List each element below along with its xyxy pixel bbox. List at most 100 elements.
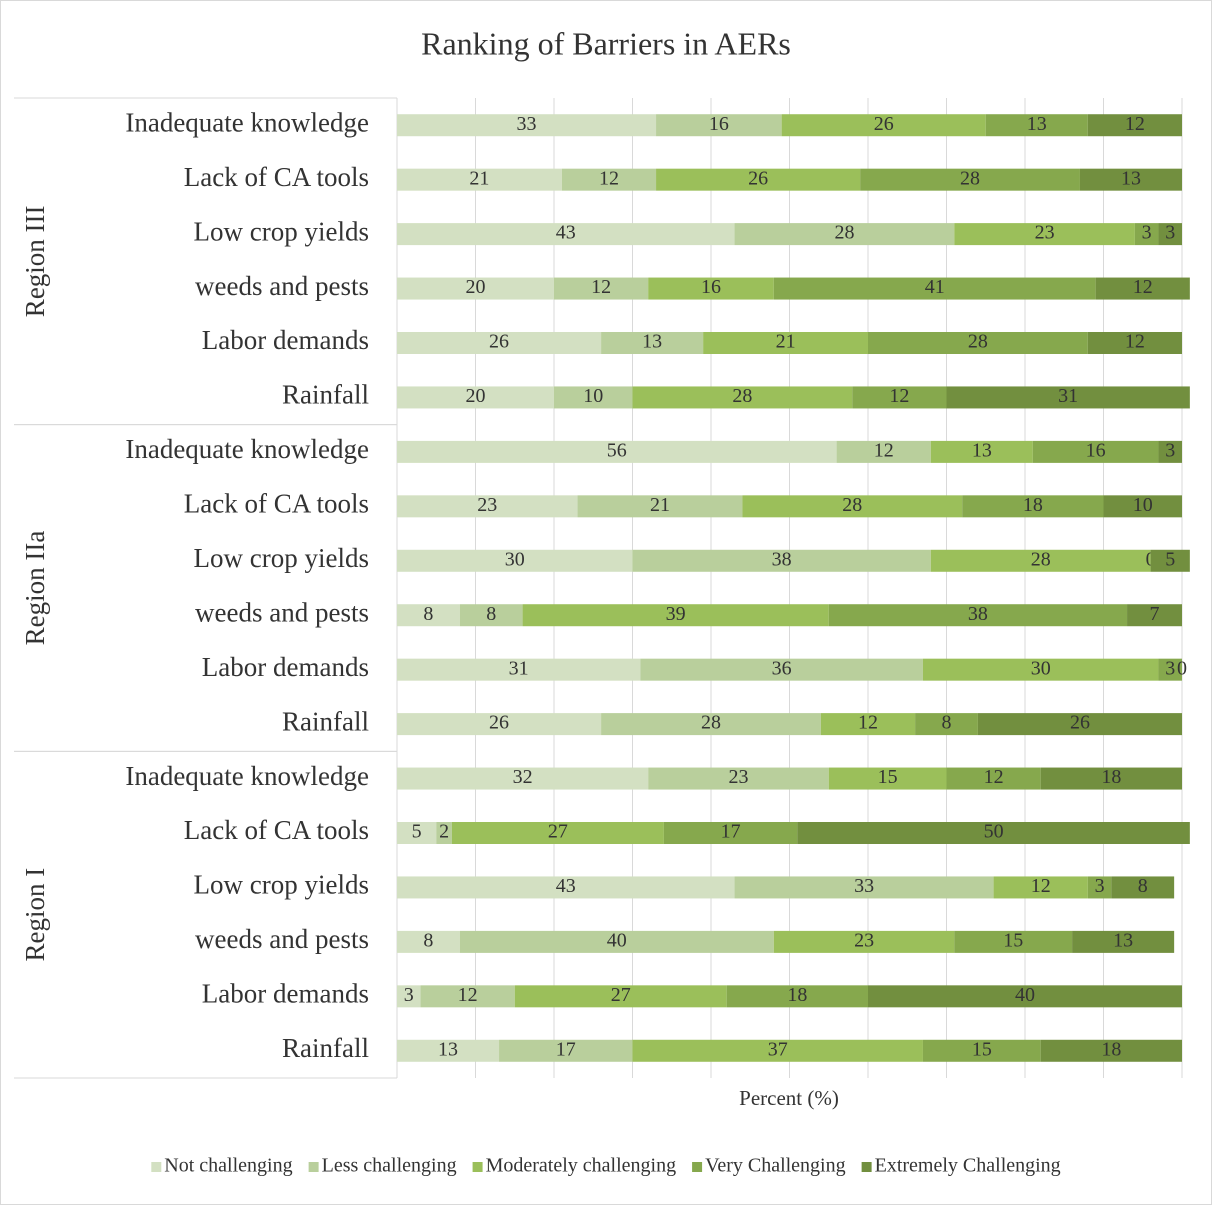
- data-label: 12: [984, 766, 1004, 788]
- data-label: 18: [1101, 1038, 1121, 1060]
- data-label: 12: [874, 439, 894, 461]
- bar-segment: [648, 767, 829, 790]
- data-label: 31: [1058, 385, 1078, 407]
- bar-segment: [954, 223, 1135, 246]
- data-label: 10: [1133, 494, 1153, 516]
- data-label: 38: [968, 603, 988, 625]
- bar-segment: [1150, 549, 1190, 572]
- data-label: 3: [1165, 222, 1175, 244]
- chart-title: Ranking of Barriers in AERs: [421, 25, 791, 61]
- bar-segment: [632, 386, 853, 409]
- group-label: Region I: [20, 868, 50, 962]
- data-label: 5: [1165, 548, 1175, 570]
- data-label: 33: [854, 875, 874, 897]
- bar-segment: [820, 713, 916, 736]
- bar-segment: [1103, 495, 1182, 518]
- bar-segment: [1127, 604, 1182, 627]
- data-label: 3: [1165, 657, 1175, 679]
- bar-segment: [514, 985, 727, 1008]
- y-tick-label: Inadequate knowledge: [125, 761, 369, 791]
- data-label: 13: [642, 331, 662, 353]
- data-label: 20: [466, 276, 486, 298]
- bar-segment: [836, 440, 931, 463]
- data-label: 40: [607, 929, 627, 951]
- bar-segment: [734, 223, 955, 246]
- bar-segment: [1158, 223, 1182, 246]
- data-label: 26: [874, 113, 894, 135]
- data-label: 26: [748, 167, 768, 189]
- bar-segment: [781, 114, 986, 137]
- data-label: 18: [1101, 766, 1121, 788]
- bar-segment: [656, 114, 782, 137]
- data-label: 36: [772, 657, 792, 679]
- data-label: 8: [1138, 875, 1148, 897]
- data-label: 50: [984, 821, 1004, 843]
- y-tick-label: weeds and pests: [195, 597, 369, 627]
- bar-segment: [601, 332, 704, 354]
- legend: Not challenging Less challenging Moderatel…: [151, 1155, 1061, 1177]
- bar-segment: [397, 604, 460, 627]
- data-label: 23: [854, 929, 874, 951]
- legend-swatch: [472, 1162, 483, 1172]
- data-label: 28: [834, 222, 854, 244]
- bar-segment: [1111, 876, 1175, 899]
- bar-segment: [397, 985, 421, 1008]
- bar-segment: [922, 658, 1159, 681]
- data-label: 21: [469, 167, 489, 189]
- bar-segment: [868, 332, 1088, 354]
- bar-segment: [828, 767, 947, 790]
- y-tick-label: Labor demands: [202, 979, 369, 1009]
- bar-segment: [985, 114, 1088, 137]
- data-label: 40: [1015, 984, 1035, 1006]
- legend-label: Less challenging: [322, 1155, 457, 1177]
- legend-label: Extremely Challenging: [875, 1155, 1061, 1177]
- data-label: 23: [728, 766, 748, 788]
- bar-segment: [1158, 658, 1182, 681]
- data-label: 13: [1121, 167, 1141, 189]
- data-label: 12: [889, 385, 909, 407]
- bar-segment: [797, 822, 1190, 844]
- data-label: 18: [787, 984, 807, 1006]
- y-tick-label: Lack of CA tools: [184, 815, 369, 845]
- bar-segment: [632, 549, 931, 572]
- bar-segment: [1087, 114, 1182, 137]
- bar-segment: [742, 495, 963, 518]
- data-label: 3: [1095, 875, 1105, 897]
- y-tick-label: Inadequate knowledge: [125, 107, 369, 137]
- bar-segment: [663, 822, 798, 844]
- data-label: 12: [1125, 113, 1145, 135]
- bar-segment: [397, 549, 633, 572]
- data-label: 28: [960, 167, 980, 189]
- bar-segment: [397, 495, 578, 518]
- group-label: Region III: [20, 205, 50, 317]
- data-label: 26: [489, 331, 509, 353]
- data-label: 12: [1133, 276, 1153, 298]
- bar-segment: [930, 549, 1151, 572]
- bar-segment: [397, 440, 837, 463]
- bar-segment: [954, 930, 1073, 953]
- bar-segment: [397, 767, 649, 790]
- y-tick-label: Rainfall: [282, 1033, 369, 1063]
- bar-segment: [773, 930, 955, 953]
- bar-segment: [1072, 930, 1175, 953]
- bar-segment: [1158, 440, 1182, 463]
- bar-segment: [648, 277, 774, 300]
- data-label: 12: [1031, 875, 1051, 897]
- bar-segment: [656, 168, 861, 191]
- data-label: 12: [591, 276, 611, 298]
- data-label: 30: [505, 548, 525, 570]
- data-label: 21: [776, 331, 796, 353]
- data-label: 26: [489, 712, 509, 734]
- bar-segment: [1134, 223, 1159, 246]
- y-tick-label: Labor demands: [202, 325, 369, 355]
- bar-segment: [993, 876, 1088, 899]
- data-label: 33: [517, 113, 537, 135]
- bar-segment: [860, 168, 1080, 191]
- bar-segment: [640, 658, 923, 681]
- bar-segment: [915, 713, 978, 736]
- data-label: 15: [1003, 929, 1023, 951]
- data-label: 17: [721, 821, 741, 843]
- y-tick-label: weeds and pests: [195, 924, 369, 954]
- y-tick-label: Low crop yields: [194, 543, 369, 573]
